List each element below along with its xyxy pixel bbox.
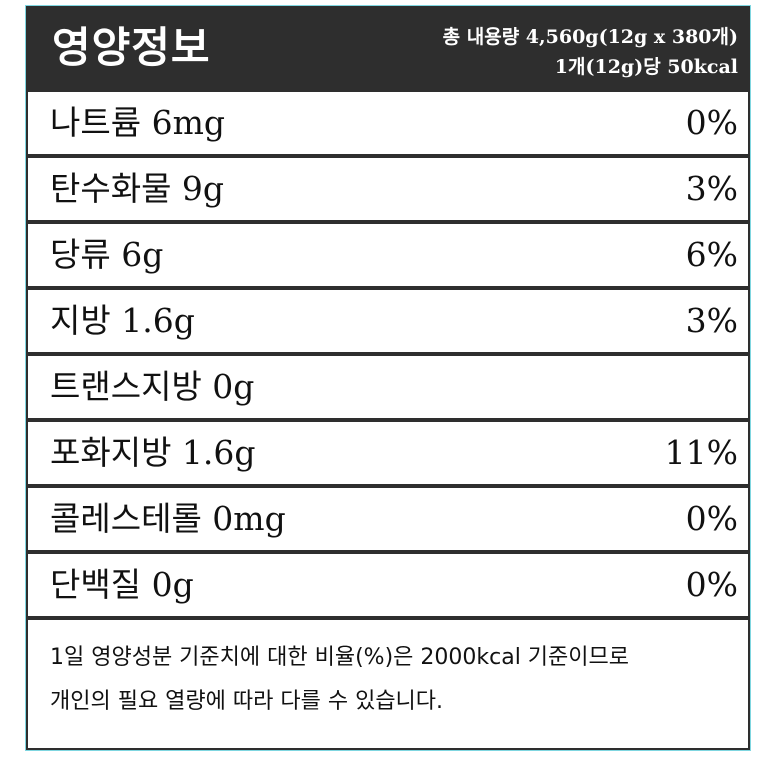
nutrient-rows: 나트륨 6mg 0% 탄수화물 9g 3% 당류 6g 6% 지방 1.6g 3… bbox=[28, 92, 748, 620]
nutrient-percent: 3% bbox=[685, 169, 738, 208]
nutrient-name: 탄수화물 9g bbox=[50, 169, 225, 208]
footnote-line-2: 개인의 필요 열량에 따라 다를 수 있습니다. bbox=[50, 689, 444, 714]
nutrient-row-sodium: 나트륨 6mg 0% bbox=[28, 92, 748, 158]
daily-value-footnote: 1일 영양성분 기준치에 대한 비율(%)은 2000kcal 기준이므로 개인… bbox=[50, 636, 740, 724]
total-content-text: 총 내용량 4,560g(12g x 380개) bbox=[442, 26, 738, 48]
nutrient-percent: 0% bbox=[685, 103, 738, 142]
nutrient-row-trans-fat: 트랜스지방 0g bbox=[28, 356, 748, 422]
nutrient-row-carbohydrate: 탄수화물 9g 3% bbox=[28, 158, 748, 224]
nutrient-name: 트랜스지방 0g bbox=[50, 367, 255, 406]
nutrient-row-protein: 단백질 0g 0% bbox=[28, 554, 748, 620]
nutrient-row-saturated-fat: 포화지방 1.6g 11% bbox=[28, 422, 748, 488]
nutrient-percent: 3% bbox=[685, 301, 738, 340]
serving-info: 총 내용량 4,560g(12g x 380개) 1개(12g)당 50kcal bbox=[443, 22, 738, 82]
nutrient-percent: 0% bbox=[685, 499, 738, 538]
nutrient-row-sugars: 당류 6g 6% bbox=[28, 224, 748, 290]
nutrition-header: 영양정보 총 내용량 4,560g(12g x 380개) 1개(12g)당 5… bbox=[28, 8, 748, 92]
nutrition-title: 영양정보 bbox=[52, 23, 211, 72]
nutrient-row-fat: 지방 1.6g 3% bbox=[28, 290, 748, 356]
nutrient-name: 포화지방 1.6g bbox=[50, 433, 256, 472]
nutrient-percent: 0% bbox=[685, 565, 738, 604]
footnote-line-1: 1일 영양성분 기준치에 대한 비율(%)은 2000kcal 기준이므로 bbox=[50, 645, 630, 670]
nutrient-name: 당류 6g bbox=[50, 235, 164, 274]
nutrient-percent: 11% bbox=[664, 433, 738, 472]
nutrient-name: 콜레스테롤 0mg bbox=[50, 499, 286, 538]
per-unit-calories-text: 1개(12g)당 50kcal bbox=[554, 56, 738, 78]
nutrient-row-cholesterol: 콜레스테롤 0mg 0% bbox=[28, 488, 748, 554]
nutrition-label: 영양정보 총 내용량 4,560g(12g x 380개) 1개(12g)당 5… bbox=[25, 5, 751, 751]
nutrient-name: 단백질 0g bbox=[50, 565, 194, 604]
nutrient-name: 나트륨 6mg bbox=[50, 103, 225, 142]
nutrient-percent: 6% bbox=[685, 235, 738, 274]
nutrient-name: 지방 1.6g bbox=[50, 301, 195, 340]
